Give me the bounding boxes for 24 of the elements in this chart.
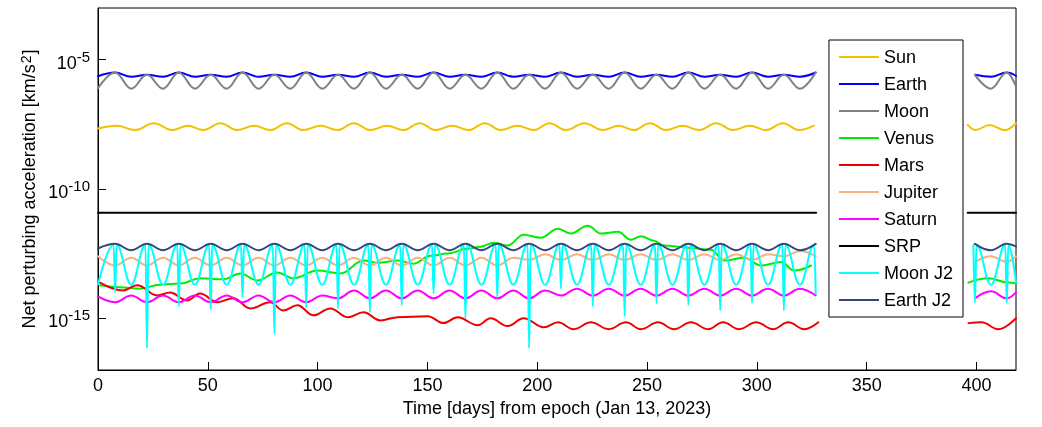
x-tick-label: 100 [302, 375, 333, 395]
x-tick-label: 250 [632, 375, 663, 395]
legend-label: Saturn [883, 209, 938, 229]
x-tick-label: 350 [851, 375, 882, 395]
x-tick-label: 300 [741, 375, 772, 395]
x-tick-label: 50 [197, 375, 218, 395]
legend-label: Mars [883, 155, 924, 175]
x-tick-label: 150 [412, 375, 443, 395]
y-tick-label: 10$^{-15}$ [48, 305, 90, 333]
legend-label: SRP [883, 236, 921, 256]
y-tick-label: 10$^{-5}$ [56, 46, 90, 74]
x-tick-label: 200 [522, 375, 553, 395]
legend-label: Jupiter [883, 182, 938, 202]
legend-label: Moon [883, 101, 929, 121]
x-tick-label: 400 [961, 375, 992, 395]
x-tick-label: 0 [92, 375, 104, 395]
y-tick-label: 10$^{-10}$ [48, 176, 90, 203]
y-axis-title: Net perturbing acceleration [km/s2] [18, 49, 39, 329]
legend-label: Moon J2 [883, 263, 954, 283]
legend-label: Earth [883, 74, 927, 94]
legend-label: Venus [883, 128, 935, 148]
x-axis-title: Time [days] from epoch (Jan 13, 2023) [402, 397, 712, 418]
legend-label: Sun [883, 47, 916, 67]
legend-label: Earth J2 [883, 290, 952, 310]
